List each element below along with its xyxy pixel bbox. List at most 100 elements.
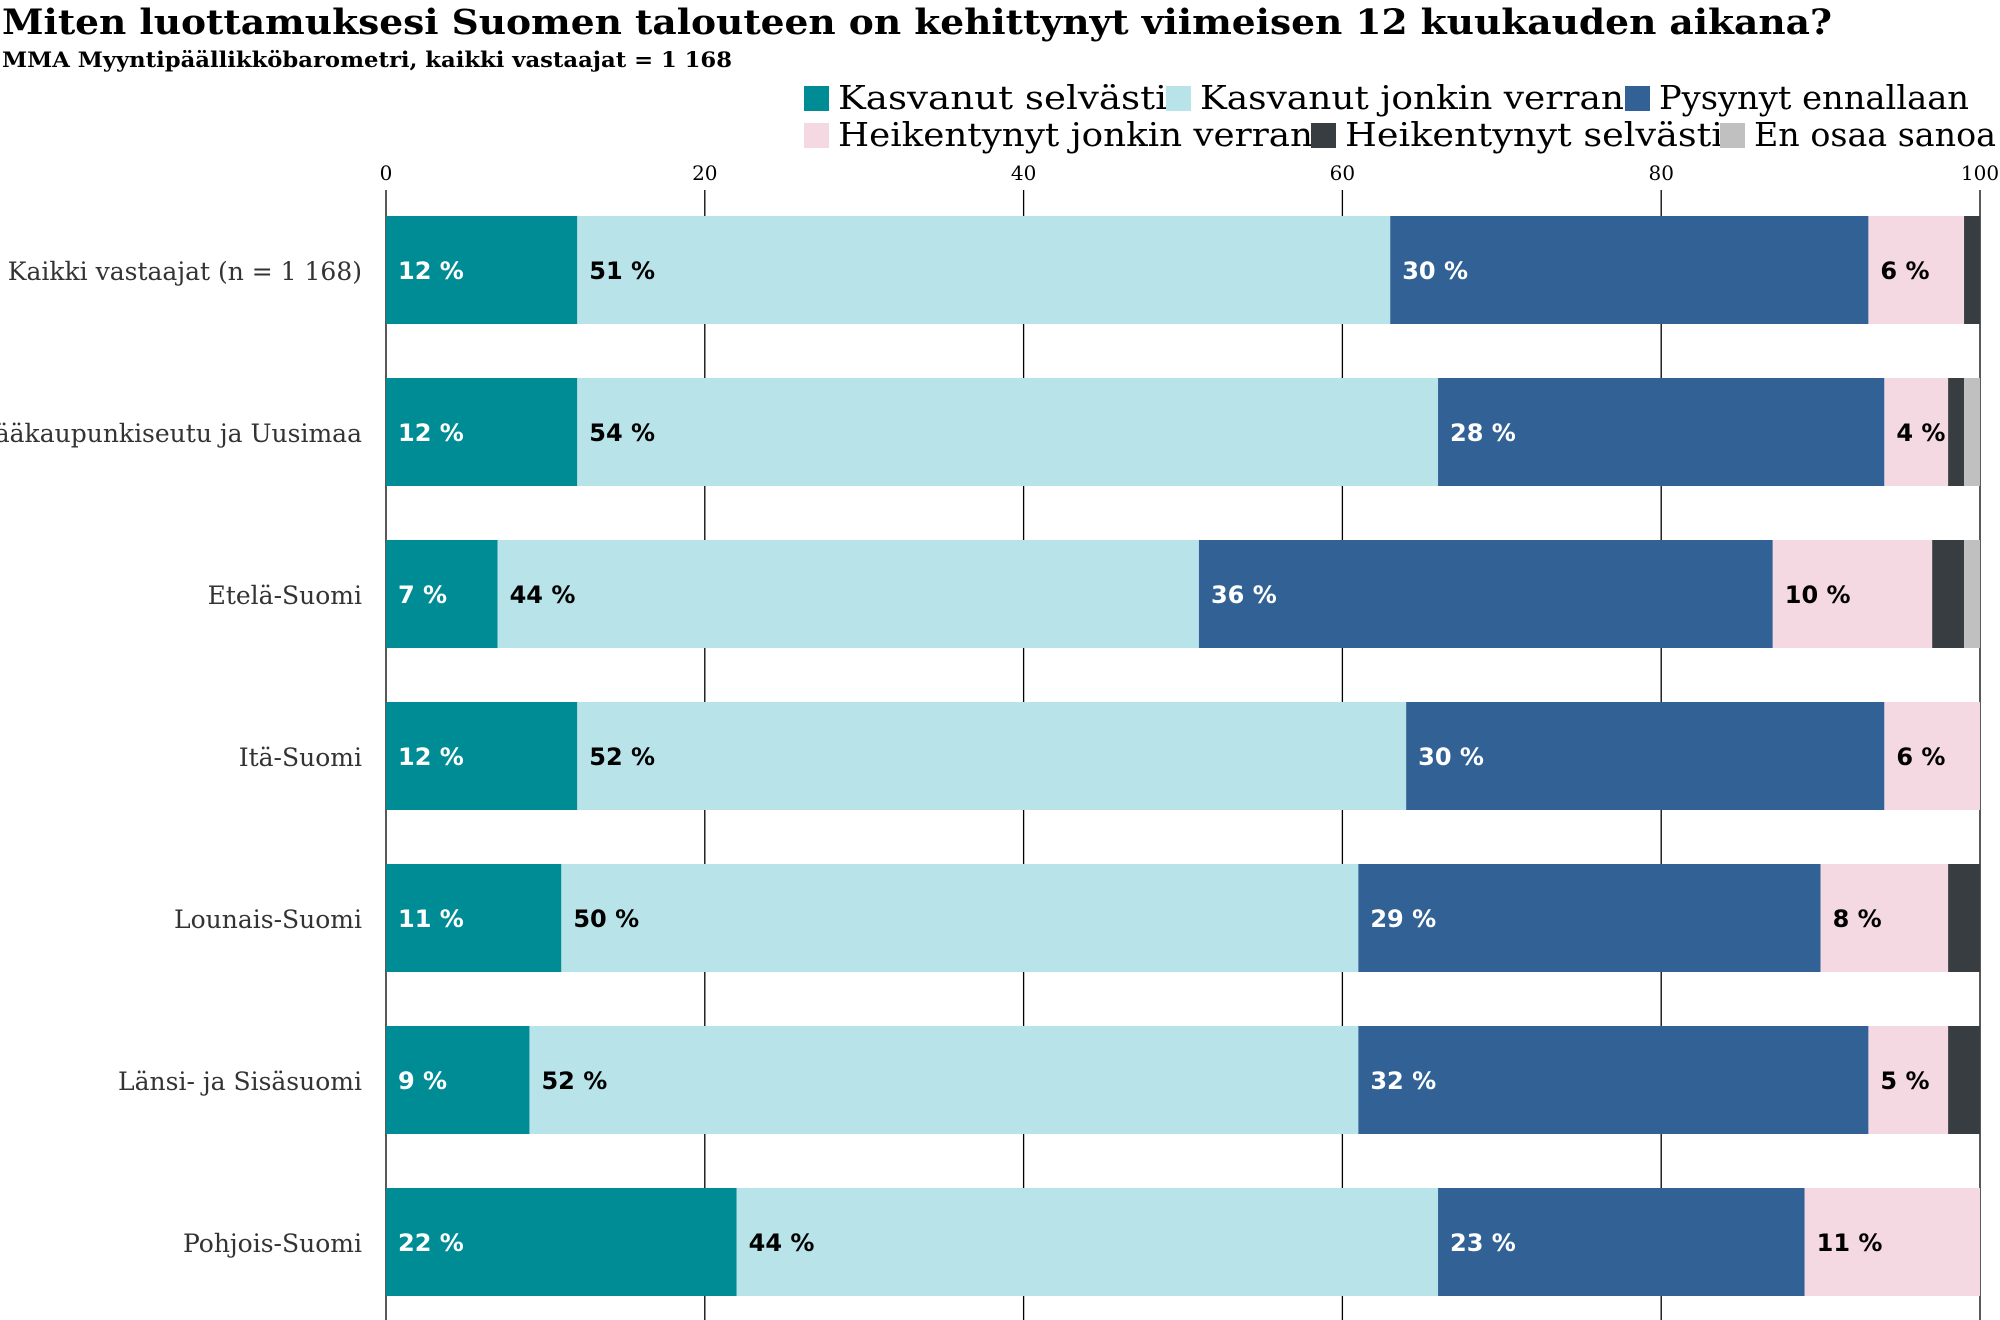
chart-subtitle: MMA Myyntipäällikköbarometri, kaikki vas… — [2, 47, 732, 72]
x-tick-label: 100 — [1961, 161, 1999, 185]
data-label: 32 % — [1370, 1067, 1436, 1095]
bar-row: 12 % 52 % 30 % 6 % — [386, 702, 1980, 810]
bar-segment — [561, 864, 1359, 972]
data-label: 8 % — [1833, 905, 1882, 933]
data-label: 6 % — [1880, 257, 1929, 285]
data-label: 10 % — [1785, 581, 1851, 609]
legend-item: Kasvanut jonkin verran — [1166, 78, 1624, 117]
bar-row: 9 % 52 % 32 % 5 % — [386, 1026, 1980, 1134]
bar-segment — [1438, 1188, 1805, 1296]
data-label: 9 % — [398, 1067, 447, 1095]
legend: Kasvanut selvästi Kasvanut jonkin verran P… — [804, 78, 1996, 154]
data-label: 11 % — [398, 905, 464, 933]
bar-segment — [1948, 1026, 1980, 1134]
bar-segment — [386, 378, 578, 486]
x-tick-label: 20 — [692, 161, 717, 185]
x-tick-label: 40 — [1011, 161, 1036, 185]
data-label: 44 % — [749, 1229, 815, 1257]
category-label: Itä-Suomi — [239, 743, 362, 772]
data-label: 51 % — [589, 257, 655, 285]
bars: 12 % 51 % 30 % 6 % 12 % 54 % 28 % 4 % 7 % 44 % 36 … — [386, 216, 1980, 1296]
bar-segment — [1820, 864, 1949, 972]
data-label: 52 % — [589, 743, 655, 771]
data-label: 22 % — [398, 1229, 464, 1257]
data-label: 52 % — [541, 1067, 607, 1095]
legend-label: En osaa sanoa — [1754, 115, 1996, 154]
data-label: 28 % — [1450, 419, 1516, 447]
bar-segment — [1198, 540, 1773, 648]
category-label: Lounais-Suomi — [174, 905, 362, 934]
data-label: 54 % — [589, 419, 655, 447]
bar-row: 12 % 51 % 30 % 6 % — [386, 216, 1980, 324]
bar-segment — [1884, 702, 1980, 810]
bar-row: 12 % 54 % 28 % 4 % — [386, 378, 1980, 486]
bar-segment — [1964, 216, 1980, 324]
legend-swatch — [804, 123, 829, 148]
legend-item: Pysynyt ennallaan — [1625, 78, 1969, 117]
bar-segment — [1406, 702, 1885, 810]
category-label: Kaikki vastaajat (n = 1 168) — [8, 257, 362, 286]
bar-segment — [529, 1026, 1359, 1134]
legend-swatch — [804, 86, 829, 111]
data-label: 50 % — [573, 905, 639, 933]
bar-segment — [497, 540, 1199, 648]
data-label: 7 % — [398, 581, 447, 609]
legend-swatch — [1311, 123, 1336, 148]
data-label: 23 % — [1450, 1229, 1516, 1257]
bar-segment — [1390, 216, 1869, 324]
data-label: 4 % — [1896, 419, 1945, 447]
bar-segment — [577, 378, 1439, 486]
legend-label: Heikentynyt jonkin verran — [838, 115, 1313, 154]
bar-row: 7 % 44 % 36 % 10 % — [386, 540, 1980, 648]
bar-segment — [1932, 540, 1965, 648]
x-tick-label: 60 — [1330, 161, 1355, 185]
bar-row: 22 % 44 % 23 % 11 % — [386, 1188, 1980, 1296]
chart-title: Miten luottamuksesi Suomen talouteen on … — [2, 2, 1832, 43]
data-label: 36 % — [1211, 581, 1277, 609]
bar-segment — [736, 1188, 1439, 1296]
bar-segment — [1948, 378, 1965, 486]
legend-swatch — [1625, 86, 1650, 111]
data-label: 5 % — [1880, 1067, 1929, 1095]
category-label: Etelä-Suomi — [208, 581, 362, 610]
data-label: 12 % — [398, 257, 464, 285]
x-tick-label: 80 — [1648, 161, 1673, 185]
bar-segment — [1868, 1026, 1949, 1134]
bar-segment — [1964, 378, 1980, 486]
legend-item: Kasvanut selvästi — [804, 78, 1167, 117]
data-label: 30 % — [1418, 743, 1484, 771]
bar-segment — [386, 216, 578, 324]
data-label: 29 % — [1370, 905, 1436, 933]
legend-label: Heikentynyt selvästi — [1345, 115, 1723, 154]
bar-segment — [1358, 1026, 1869, 1134]
bar-row: 11 % 50 % 29 % 8 % — [386, 864, 1980, 972]
legend-swatch — [1720, 123, 1745, 148]
legend-swatch — [1166, 86, 1191, 111]
legend-item: Heikentynyt jonkin verran — [804, 115, 1313, 154]
data-label: 12 % — [398, 419, 464, 447]
bar-segment — [386, 1026, 530, 1134]
data-label: 30 % — [1402, 257, 1468, 285]
x-tick-label: 0 — [380, 161, 393, 185]
category-label: Länsi- ja Sisäsuomi — [118, 1067, 362, 1096]
bar-segment — [386, 1188, 737, 1296]
bar-segment — [577, 216, 1391, 324]
legend-label: Kasvanut jonkin verran — [1200, 78, 1624, 117]
legend-label: Kasvanut selvästi — [838, 78, 1167, 117]
bar-segment — [386, 864, 562, 972]
bar-segment — [1884, 378, 1949, 486]
bar-segment — [1438, 378, 1885, 486]
bar-segment — [1804, 1188, 1980, 1296]
data-label: 11 % — [1817, 1229, 1883, 1257]
bar-segment — [1868, 216, 1965, 324]
category-label: Pohjois-Suomi — [183, 1229, 362, 1258]
bar-segment — [1948, 864, 1980, 972]
category-labels: Kaikki vastaajat (n = 1 168) Pääkaupunkis… — [0, 257, 362, 1258]
bar-segment — [1772, 540, 1933, 648]
x-axis-ticks: 0 20 40 60 80 100 — [380, 161, 1999, 185]
category-label: Pääkaupunkiseutu ja Uusimaa — [0, 419, 362, 448]
data-label: 44 % — [510, 581, 576, 609]
legend-item: En osaa sanoa — [1720, 115, 1996, 154]
bar-segment — [386, 702, 578, 810]
